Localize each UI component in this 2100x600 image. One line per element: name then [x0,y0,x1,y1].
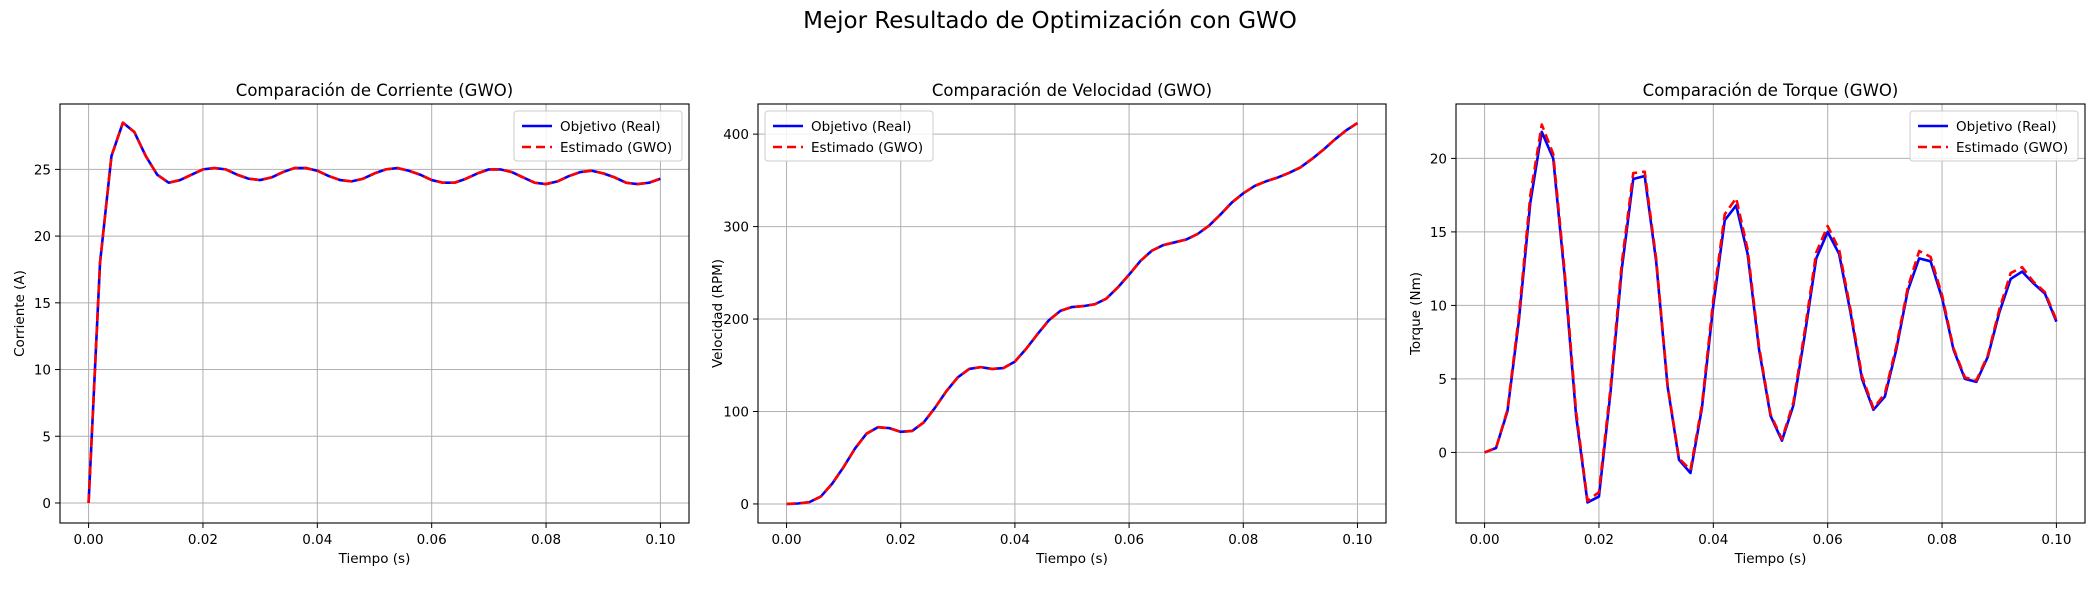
y-tick-label: 400 [723,127,749,143]
legend-label: Estimado (GWO) [560,140,672,156]
x-axis-label: Tiempo (s) [1035,551,1108,567]
y-tick-label: 15 [34,296,51,312]
x-axis-label: Tiempo (s) [1734,551,1807,567]
y-axis-label: Torque (Nm) [1408,272,1424,356]
x-tick-label: 0.06 [1813,532,1843,548]
legend-box [1909,110,2079,162]
x-tick-label: 0.08 [1927,532,1957,548]
axes-frame [757,103,1387,524]
x-tick-label: 0.10 [645,532,675,548]
y-tick-label: 200 [723,312,749,328]
legend: Objetivo (Real) Estimado (GWO) [513,110,683,162]
legend: Objetivo (Real) Estimado (GWO) [1909,110,2079,162]
x-tick-label: 0.00 [74,532,104,548]
y-axis-label: Velocidad (RPM) [710,259,726,368]
y-tick-label: 0 [740,497,749,513]
legend-label: Objetivo (Real) [1956,119,2056,135]
series-line-objetivo-real [1484,130,2058,504]
y-tick-label: 15 [1430,225,1447,241]
x-tick-label: 0.04 [1698,532,1728,548]
x-tick-label: 0.06 [417,532,447,548]
y-tick-label: 0 [1438,445,1447,461]
x-tick-label: 0.04 [1000,532,1030,548]
y-tick-label: 10 [1430,298,1447,314]
x-tick-label: 0.02 [886,532,916,548]
y-tick-label: 5 [42,429,51,445]
chart-title: Comparación de Torque (GWO) [1643,81,1899,100]
figure-title: Mejor Resultado de Optimización con GWO [803,8,1297,34]
legend-label: Objetivo (Real) [560,119,660,135]
x-tick-label: 0.06 [1114,532,1144,548]
x-tick-label: 0.10 [1342,532,1372,548]
chart-title: Comparación de Corriente (GWO) [236,81,513,100]
x-tick-label: 0.08 [1228,532,1258,548]
x-axis-label: Tiempo (s) [338,551,411,567]
series-line-estimado-gwo [87,121,661,504]
x-tick-label: 0.08 [531,532,561,548]
y-tick-label: 20 [34,229,51,245]
axes-frame [1455,103,2086,524]
y-tick-label: 10 [34,363,51,379]
legend-box [764,110,934,162]
legend: Objetivo (Real) Estimado (GWO) [764,110,934,162]
legend-label: Estimado (GWO) [811,140,923,156]
x-tick-label: 0.10 [2041,532,2071,548]
legend-label: Objetivo (Real) [811,119,911,135]
y-axis-label: Corriente (A) [12,270,28,357]
x-tick-label: 0.00 [1470,532,1500,548]
series-line-estimado-gwo [786,121,1359,506]
x-tick-label: 0.02 [188,532,218,548]
axes-frame [59,103,690,524]
y-tick-label: 5 [1438,372,1447,388]
series-line-estimado-gwo [1484,123,2058,503]
y-tick-label: 20 [1430,151,1447,167]
chart-title: Comparación de Velocidad (GWO) [932,81,1212,100]
legend-box [513,110,683,162]
legend-label: Estimado (GWO) [1956,140,2068,156]
y-tick-label: 300 [723,220,749,236]
x-tick-label: 0.04 [302,532,332,548]
x-tick-label: 0.00 [772,532,802,548]
y-tick-label: 100 [723,405,749,421]
y-tick-label: 0 [42,496,51,512]
x-tick-label: 0.02 [1584,532,1614,548]
y-tick-label: 25 [34,162,51,178]
